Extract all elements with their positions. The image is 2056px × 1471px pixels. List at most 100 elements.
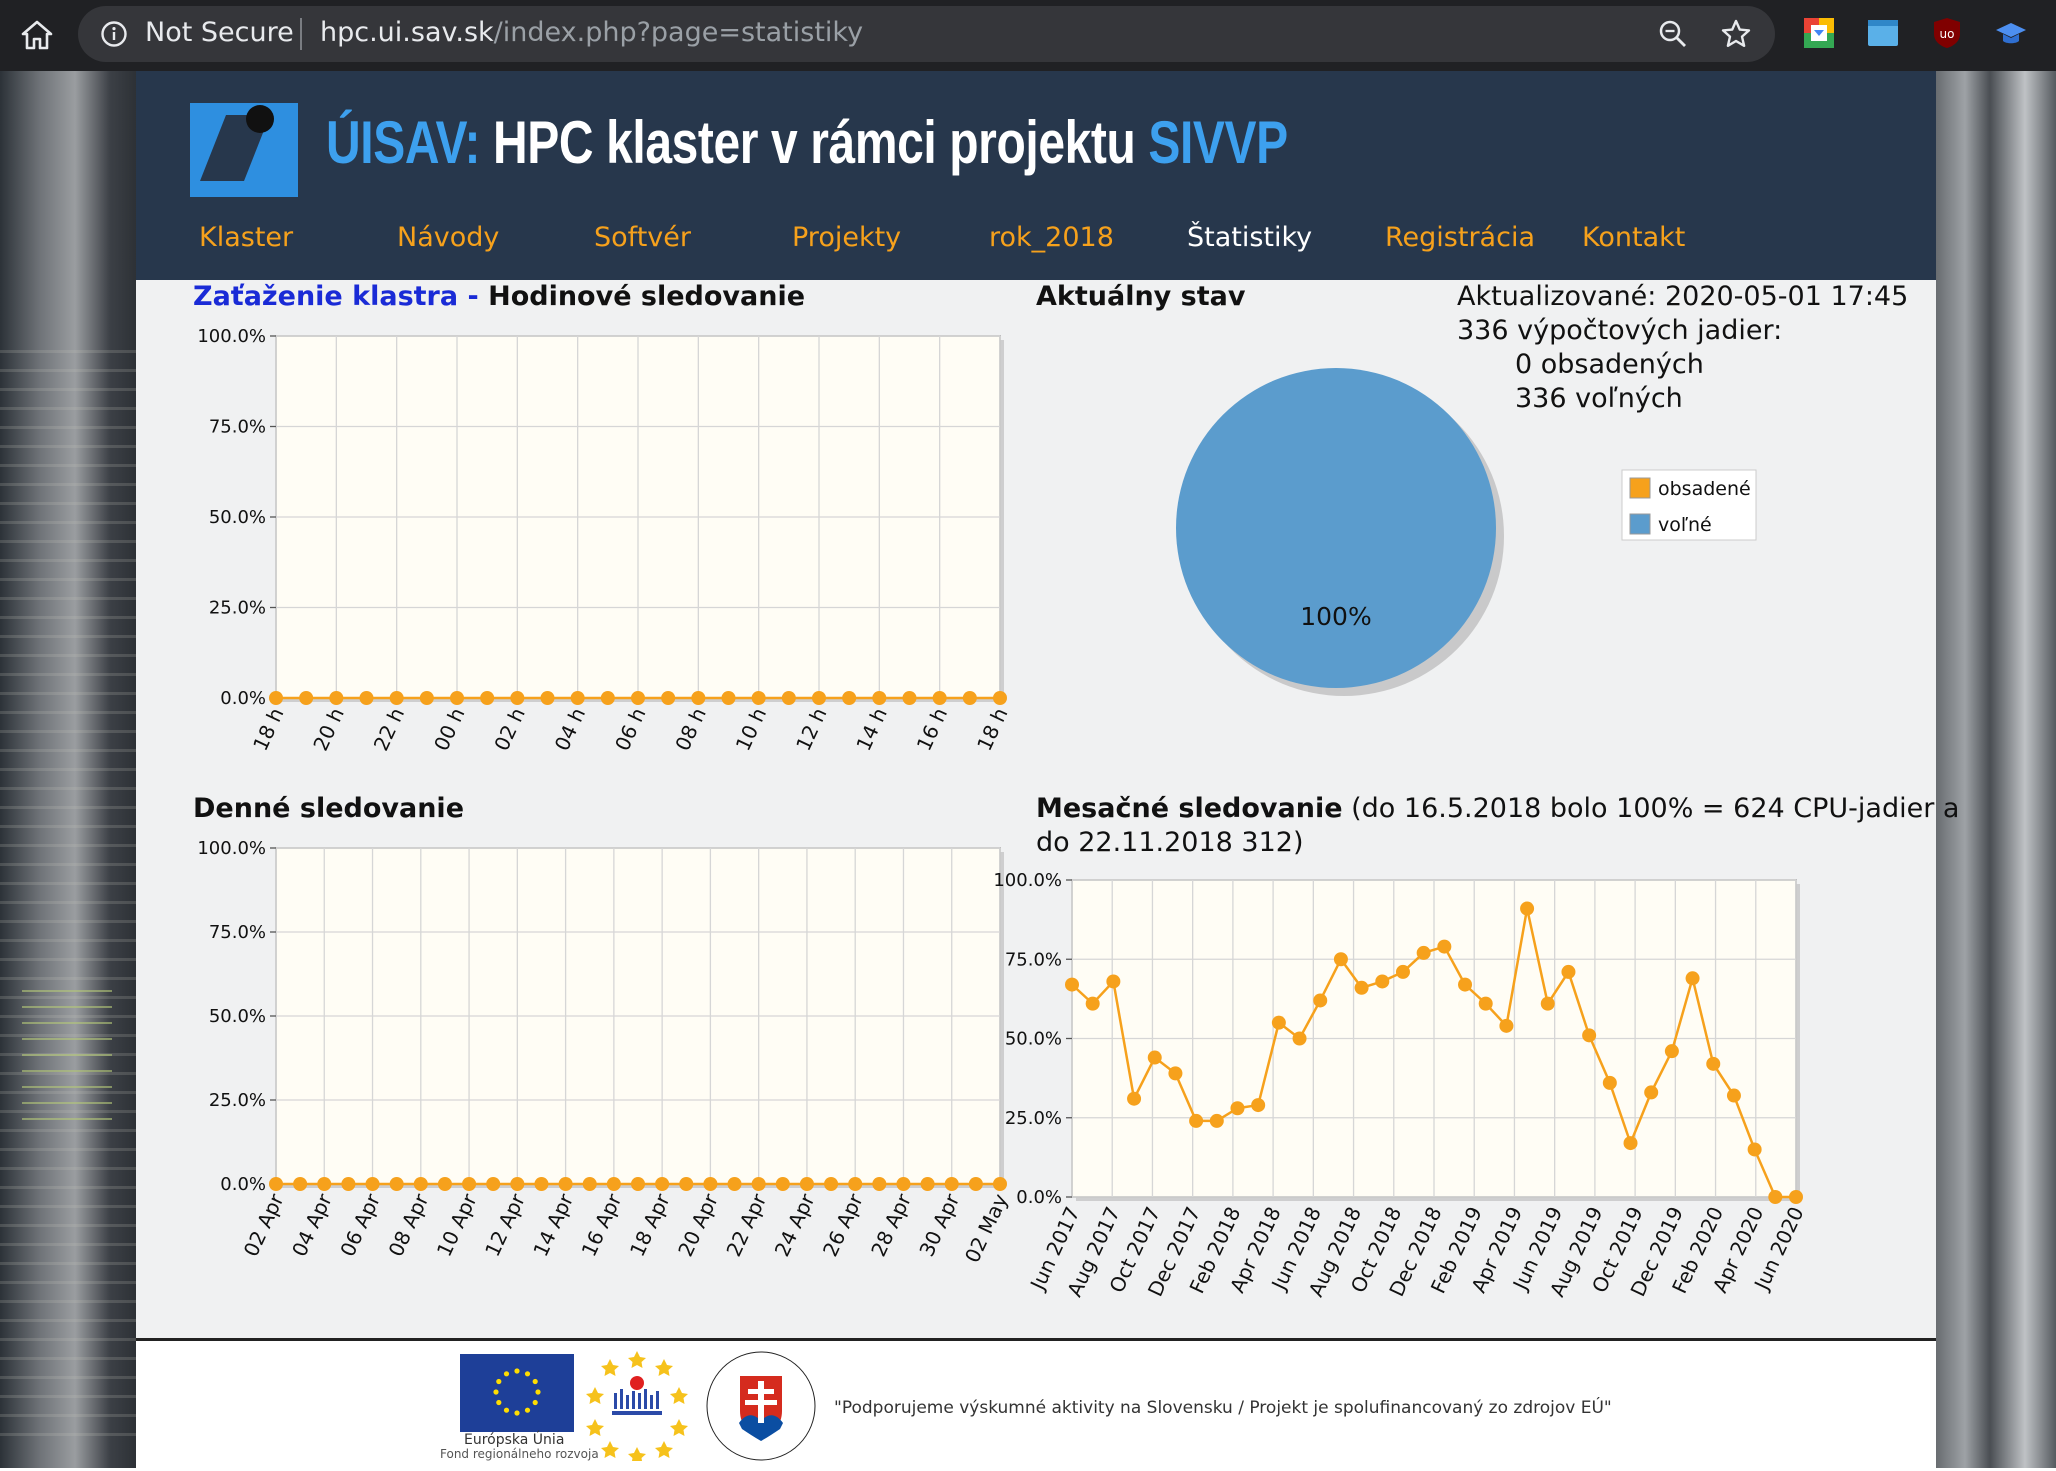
extension-window-icon[interactable] — [1866, 16, 1900, 50]
data-point — [269, 1177, 283, 1191]
nav-registracia[interactable]: Registrácia — [1385, 222, 1535, 253]
url-path: /index.php?page=statistiky — [493, 17, 864, 48]
x-tick-label: 02 Apr — [239, 1189, 289, 1260]
data-point — [799, 1177, 814, 1191]
data-point — [462, 1177, 477, 1191]
x-tick-label: 04 h — [550, 704, 591, 754]
data-point — [1209, 1113, 1224, 1128]
data-point — [842, 691, 857, 705]
data-point — [1726, 1088, 1741, 1103]
monthly-title-note: (do 16.5.2018 bolo 100% = 624 CPU-jadier… — [1342, 793, 1960, 824]
data-point — [1189, 1113, 1204, 1128]
x-tick-label: 04 Apr — [287, 1189, 337, 1260]
address-separator — [300, 18, 302, 50]
data-point — [510, 691, 525, 705]
address-bar[interactable]: Not Secure hpc.ui.sav.sk/index.php?page=… — [78, 6, 1775, 62]
hourly-title-prefix: Zaťaženie klastra - — [193, 281, 489, 312]
data-point — [317, 1177, 332, 1191]
data-point — [1437, 939, 1452, 954]
nav-softver[interactable]: Softvér — [594, 222, 691, 253]
data-point — [1685, 971, 1700, 986]
nav-kontakt[interactable]: Kontakt — [1582, 222, 1686, 253]
hourly-title: Zaťaženie klastra - Hodinové sledovanie — [193, 280, 805, 314]
data-point — [1333, 952, 1348, 967]
data-point — [1375, 974, 1390, 989]
data-point — [962, 691, 977, 705]
hourly-chart: 18 h 20 h 22 h 00 h 02 h 04 h 06 h 08 h 10 h 12 h… — [197, 326, 1012, 754]
data-point — [510, 1177, 525, 1191]
data-point — [1602, 1075, 1617, 1090]
x-tick-label: 20 h — [308, 704, 349, 754]
eu-flag-logo — [460, 1354, 574, 1432]
svg-text:uo: uo — [1940, 27, 1955, 41]
data-point — [896, 1177, 911, 1191]
data-point — [1768, 1190, 1783, 1204]
eu-stars-icon — [493, 1368, 541, 1416]
data-point — [932, 691, 947, 705]
data-point — [661, 691, 676, 705]
data-point — [413, 1177, 428, 1191]
title-suffix: SIVVP — [1148, 109, 1288, 176]
extension-ublock-icon[interactable]: uo — [1930, 16, 1964, 50]
data-point — [1623, 1136, 1638, 1151]
x-tick-label: 14 Apr — [528, 1189, 578, 1260]
data-point — [721, 691, 736, 705]
x-tick-label: 12 Apr — [480, 1189, 530, 1260]
current-pie-chart: 100% obsadené voľné — [1176, 368, 1757, 696]
y-tick-label: 50.0% — [209, 1006, 266, 1027]
y-tick-label: 0.0% — [220, 1174, 266, 1195]
nav-statistiky[interactable]: Štatistiky — [1187, 222, 1313, 253]
data-point — [1065, 977, 1079, 992]
extension-drive-icon[interactable] — [1802, 16, 1836, 50]
data-point — [1458, 977, 1473, 992]
data-point — [1478, 996, 1493, 1011]
url-host: hpc.ui.sav.sk — [320, 17, 494, 48]
data-point — [450, 691, 464, 705]
zoom-icon[interactable] — [1658, 19, 1688, 49]
pie-slice — [1176, 368, 1496, 688]
data-point — [1292, 1031, 1307, 1046]
data-point — [389, 691, 404, 705]
data-point — [920, 1177, 935, 1191]
y-tick-label: 50.0% — [1005, 1029, 1062, 1050]
nav-rok-2018[interactable]: rok_2018 — [989, 222, 1114, 253]
x-tick-label: 10 Apr — [432, 1189, 482, 1260]
x-tick-label: 18 Apr — [625, 1189, 675, 1260]
uisav-logo[interactable] — [190, 101, 298, 197]
home-icon[interactable] — [18, 16, 56, 54]
url-text[interactable]: hpc.ui.sav.sk/index.php?page=statistiky — [320, 16, 863, 50]
y-tick-label: 75.0% — [1005, 949, 1062, 970]
bookmark-star-icon[interactable] — [1720, 18, 1752, 50]
pie-legend: obsadené voľné — [1621, 469, 1757, 541]
nav-navody[interactable]: Návody — [397, 222, 500, 253]
info-icon[interactable] — [100, 20, 128, 48]
security-label[interactable]: Not Secure — [145, 17, 294, 48]
data-point — [437, 1177, 452, 1191]
data-point — [1520, 901, 1535, 916]
monthly-title-note2: do 22.11.2018 312) — [1036, 827, 1304, 858]
x-tick-label: 20 Apr — [673, 1189, 723, 1260]
data-point — [582, 1177, 597, 1191]
data-point — [606, 1177, 621, 1191]
data-point — [1582, 1028, 1597, 1043]
data-point — [1664, 1044, 1679, 1059]
data-point — [751, 691, 766, 705]
data-point — [570, 691, 585, 705]
footer-quote: "Podporujeme výskumné aktivity na Sloven… — [834, 1398, 1612, 1418]
data-point — [824, 1177, 839, 1191]
updated-text: Aktualizované: 2020-05-01 17:45 — [1457, 281, 1909, 312]
data-point — [1395, 964, 1410, 979]
data-point — [1540, 996, 1555, 1011]
data-point — [993, 1177, 1007, 1191]
data-point — [1706, 1056, 1721, 1071]
nav-projekty[interactable]: Projekty — [792, 222, 902, 253]
x-tick-label: 08 Apr — [384, 1189, 434, 1260]
data-point — [812, 691, 826, 705]
legend-label: voľné — [1658, 514, 1712, 536]
y-tick-label: 75.0% — [209, 922, 266, 943]
data-point — [775, 1177, 790, 1191]
extension-graduation-icon[interactable] — [1994, 16, 2028, 50]
data-point — [872, 1177, 887, 1191]
nav-klaster[interactable]: Klaster — [199, 222, 294, 253]
legend-swatch — [1629, 513, 1651, 535]
